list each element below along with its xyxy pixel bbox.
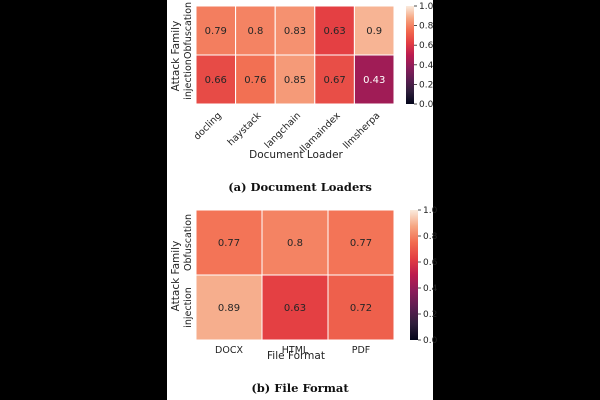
heatmap-b-colorbar: [410, 210, 418, 340]
heatmap-a: 0.79 0.8 0.83 0.63 0.9 0.66 0.76 0.85 0.67 0.43 d…: [170, 2, 434, 194]
colorbar-tick-label: 0.0: [423, 336, 438, 346]
heatmap-b-cells: 0.77 0.8 0.77 0.89 0.63 0.72: [195, 209, 395, 341]
heatmap-cell-label: 0.89: [218, 303, 240, 314]
colorbar-tick-label: 0.2: [419, 80, 433, 90]
x-tick-label: llmsherpa: [341, 110, 382, 151]
heatmap-cell: [274, 54, 316, 105]
heatmap-cell-label: 0.66: [205, 75, 227, 86]
colorbar-tick-label: 0.4: [423, 284, 438, 294]
heatmap-cell: [195, 5, 237, 56]
heatmap-cell-label: 0.67: [323, 75, 345, 86]
heatmap-cell-label: 0.85: [284, 75, 306, 86]
heatmap-a-cells: 0.79 0.8 0.83 0.63 0.9 0.66 0.76 0.85 0.67 0.43: [195, 5, 395, 105]
colorbar-tick-label: 0.4: [419, 61, 434, 71]
colorbar-tick-label: 0.8: [423, 232, 438, 242]
colorbar-tick-label: 0.8: [419, 22, 434, 32]
heatmap-cell-label: 0.72: [350, 303, 372, 314]
heatmap-cell-label: 0.9: [366, 26, 382, 37]
colorbar-tick-label: 0.6: [419, 41, 434, 51]
heatmap-b-xlabel: File Format: [267, 350, 325, 362]
x-tick-label: HTML: [282, 345, 309, 356]
heatmap-cell-label: 0.8: [287, 238, 303, 249]
heatmap-cell-label: 0.79: [205, 26, 227, 37]
heatmap-cell: [195, 54, 237, 105]
y-tick-label: injection: [183, 287, 194, 328]
heatmap-cell-label: 0.43: [363, 75, 385, 86]
x-tick-label: PDF: [352, 345, 371, 356]
heatmap-cell-label: 0.77: [350, 238, 372, 249]
heatmap-cell: [261, 209, 329, 276]
x-tick-label: docling: [192, 110, 224, 142]
y-tick-label: injection: [183, 59, 194, 100]
heatmap-b-y-ticks: Obfuscation injection: [183, 214, 194, 328]
heatmap-cell-label: 0.83: [284, 26, 306, 37]
heatmap-a-ylabel: Attack Family: [170, 21, 182, 92]
x-tick-label: haystack: [226, 110, 264, 148]
colorbar-tick-label: 1.0: [423, 206, 438, 216]
heatmap-cell-label: 0.63: [284, 303, 306, 314]
heatmap-cell: [327, 274, 395, 341]
heatmap-cell: [195, 209, 263, 276]
heatmap-a-colorbar: [406, 6, 414, 104]
heatmap-a-xlabel: Document Loader: [249, 149, 343, 161]
colorbar-tick-label: 0.6: [423, 258, 438, 268]
heatmap-cell: [195, 274, 263, 341]
heatmap-b-x-ticks: DOCX HTML PDF: [215, 345, 370, 356]
heatmap-cell: [274, 5, 316, 56]
heatmap-b-ylabel: Attack Family: [170, 241, 182, 312]
heatmap-b: 0.77 0.8 0.77 0.89 0.63 0.72 DOCX HTML PDF Obfu…: [170, 206, 438, 395]
colorbar-tick-label: 0.2: [423, 310, 437, 320]
heatmap-cell-label: 0.8: [247, 26, 263, 37]
y-tick-label: Obfuscation: [183, 214, 194, 271]
heatmap-cell-label: 0.77: [218, 238, 240, 249]
heatmap-cell-label: 0.63: [323, 26, 345, 37]
y-tick-label: Obfuscation: [183, 2, 194, 59]
x-tick-label: langchain: [263, 110, 303, 150]
x-tick-label: DOCX: [215, 345, 243, 356]
heatmap-cell: [353, 54, 395, 105]
heatmap-cell-label: 0.76: [244, 75, 266, 86]
colorbar-tick-label: 1.0: [419, 2, 434, 12]
heatmap-b-colorbar-ticks: 0.0 0.2 0.4 0.6 0.8 1.0: [418, 206, 438, 346]
heatmap-cell: [314, 54, 355, 105]
colorbar-tick-label: 0.0: [419, 100, 434, 110]
heatmap-b-caption: (b) File Format: [251, 381, 349, 395]
heatmap-a-colorbar-ticks: 0.0 0.2 0.4 0.6 0.8 1.0: [414, 2, 434, 110]
heatmap-cell: [327, 209, 395, 276]
heatmap-a-caption: (a) Document Loaders: [228, 180, 372, 194]
heatmap-cell: [261, 274, 329, 341]
heatmap-cell: [235, 5, 276, 56]
